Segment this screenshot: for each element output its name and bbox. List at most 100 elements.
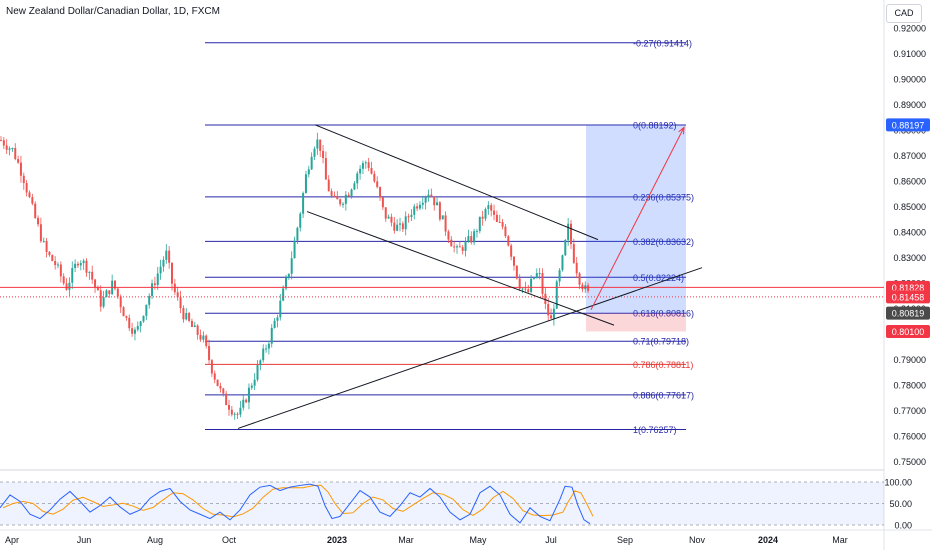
candle-body	[441, 215, 444, 220]
candle-body	[145, 304, 148, 316]
candle-body	[182, 308, 185, 320]
candle-body	[390, 216, 393, 223]
candle-body	[119, 296, 122, 308]
candle-body	[418, 204, 421, 209]
fib-level-label: 0(0.88192)	[633, 120, 677, 130]
candle-body	[233, 413, 236, 415]
candle-body	[530, 278, 533, 293]
support-line[interactable]	[237, 267, 703, 429]
candle-body	[407, 216, 410, 218]
candle-body	[282, 288, 285, 301]
candle-body	[347, 194, 350, 197]
candle-body	[171, 262, 173, 284]
candle-body	[336, 196, 339, 200]
candle-body	[416, 206, 419, 209]
oscillator-band	[0, 482, 884, 525]
candle-body	[475, 231, 478, 233]
candle-body	[148, 295, 151, 305]
projection-arrowhead	[678, 126, 685, 135]
candle-body	[34, 203, 37, 218]
candle-body	[342, 203, 344, 205]
candle-body	[430, 194, 433, 197]
candle-body	[544, 293, 547, 304]
candle-body	[547, 303, 550, 316]
candle-body	[453, 246, 456, 248]
candle-body	[293, 240, 296, 259]
candle-body	[493, 210, 496, 215]
candle-body	[159, 266, 162, 274]
candle-body	[74, 263, 77, 269]
candle-body	[558, 270, 561, 282]
candle-body	[436, 202, 439, 206]
candle-body	[45, 240, 48, 252]
projection-arrow[interactable]	[590, 127, 685, 311]
candle-body	[498, 221, 501, 223]
candle-body	[290, 258, 293, 274]
candle-body	[370, 168, 373, 174]
channel-upper[interactable]	[314, 124, 599, 241]
candle-body	[387, 216, 390, 219]
candle-body	[304, 174, 307, 194]
candle-body	[239, 407, 242, 415]
candle-body	[8, 148, 11, 150]
candle-body	[461, 247, 464, 251]
candle-body	[57, 264, 59, 266]
candle-body	[25, 183, 28, 193]
candle-body	[510, 245, 513, 257]
candle-body	[339, 199, 342, 205]
fib-level-label: 1(0.76257)	[633, 425, 677, 435]
candle-body	[376, 181, 379, 188]
candle-body	[76, 263, 79, 266]
fib-level-label: 0.236(0.85375)	[633, 192, 694, 202]
candle-body	[71, 268, 74, 283]
candle-body	[190, 320, 193, 328]
candle-body	[96, 287, 99, 291]
candle-body	[48, 251, 51, 256]
fib-level-label: 0.886(0.77617)	[633, 390, 694, 400]
candle-body	[116, 288, 119, 297]
long-position-stop-zone[interactable]	[586, 313, 686, 332]
candle-body	[273, 320, 276, 328]
price-axis-tick: 0.77000	[893, 406, 926, 416]
candle-body	[464, 241, 467, 251]
candle-body	[91, 271, 94, 280]
candle-body	[270, 327, 273, 344]
price-axis-tick: 0.84000	[893, 227, 926, 237]
candle-body	[188, 312, 191, 321]
oscillator-axis-tick: 0.00	[894, 521, 912, 531]
candle-body	[515, 265, 518, 279]
candle-body	[156, 273, 159, 286]
candle-body	[399, 223, 401, 225]
candle-body	[265, 348, 268, 350]
currency-selector[interactable]: CAD	[886, 4, 922, 23]
candle-body	[433, 196, 436, 206]
candle-body	[133, 329, 136, 334]
candle-body	[450, 239, 453, 247]
fib-level-label: 0.382(0.83632)	[633, 237, 694, 247]
candle-body	[42, 240, 45, 242]
candle-body	[17, 159, 20, 163]
candle-body	[151, 283, 154, 296]
fib-level-label: 0.71(0.79718)	[633, 337, 689, 347]
candle-body	[210, 360, 213, 374]
candle-body	[401, 223, 404, 230]
candle-body	[381, 197, 384, 208]
candle-body	[456, 246, 458, 248]
candle-body	[484, 209, 487, 219]
time-axis-tick: Nov	[689, 535, 706, 545]
candle-body	[205, 335, 208, 346]
candle-body	[216, 379, 219, 386]
candle-body	[279, 300, 282, 318]
candle-body	[396, 224, 399, 231]
candle-body	[470, 236, 473, 243]
candle-body	[250, 385, 253, 388]
candle-body	[39, 224, 42, 242]
candle-body	[276, 317, 279, 321]
oscillator-axis-tick: 50.00	[889, 499, 912, 509]
stoch-k-line	[0, 483, 591, 525]
candle-body	[122, 307, 125, 317]
candle-body	[344, 194, 347, 204]
channel-lower[interactable]	[306, 211, 615, 326]
candle-body	[572, 244, 575, 263]
